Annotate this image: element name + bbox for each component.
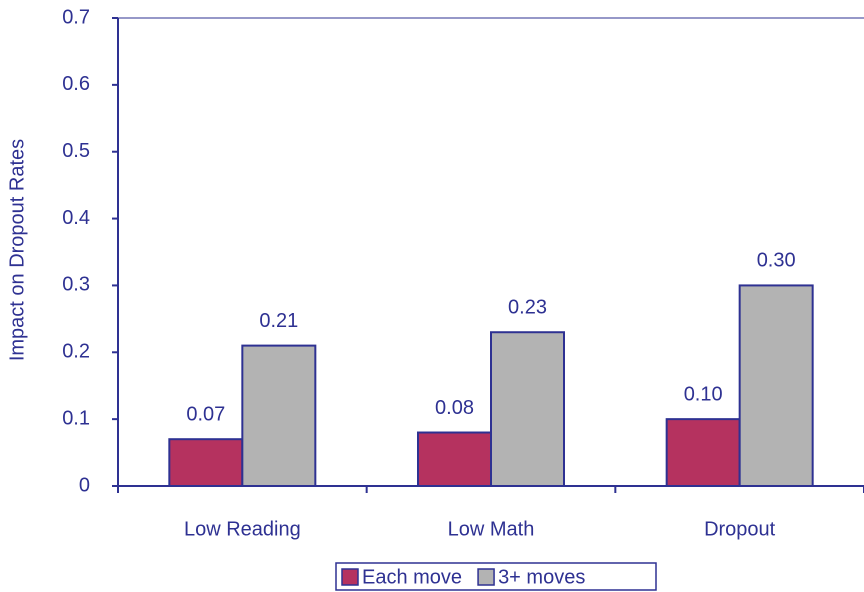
bar xyxy=(490,331,565,487)
legend xyxy=(335,562,657,591)
value-label: 0.10 xyxy=(684,383,723,405)
y-tick-label: 0.7 xyxy=(62,6,90,28)
y-tick-label: 0.1 xyxy=(62,407,90,429)
y-tick-label: 0.4 xyxy=(62,207,90,229)
value-label: 0.23 xyxy=(508,297,547,319)
x-tick-label: Low Reading xyxy=(184,518,301,540)
bar xyxy=(241,344,317,487)
bar xyxy=(168,438,244,488)
legend-label: Each move xyxy=(362,566,462,588)
value-label: 0.08 xyxy=(435,397,474,419)
y-tick-label: 0.2 xyxy=(62,341,90,363)
y-tick-label: 0.6 xyxy=(62,73,90,95)
bar xyxy=(665,418,741,487)
legend-swatch xyxy=(341,568,359,586)
value-label: 0.07 xyxy=(186,403,225,425)
legend-label: 3+ moves xyxy=(498,566,585,588)
value-label: 0.21 xyxy=(259,310,298,332)
value-label: 0.30 xyxy=(757,250,796,272)
y-axis-label: Impact on Dropout Rates xyxy=(6,139,28,361)
bar xyxy=(738,284,814,487)
y-tick-label: 0.5 xyxy=(62,140,90,162)
bar xyxy=(417,431,492,487)
y-tick-label: 0.3 xyxy=(62,274,90,296)
y-tick-label: 0 xyxy=(79,474,90,496)
legend-swatch xyxy=(477,568,495,586)
x-tick-label: Low Math xyxy=(448,518,535,540)
x-tick-label: Dropout xyxy=(704,518,776,540)
